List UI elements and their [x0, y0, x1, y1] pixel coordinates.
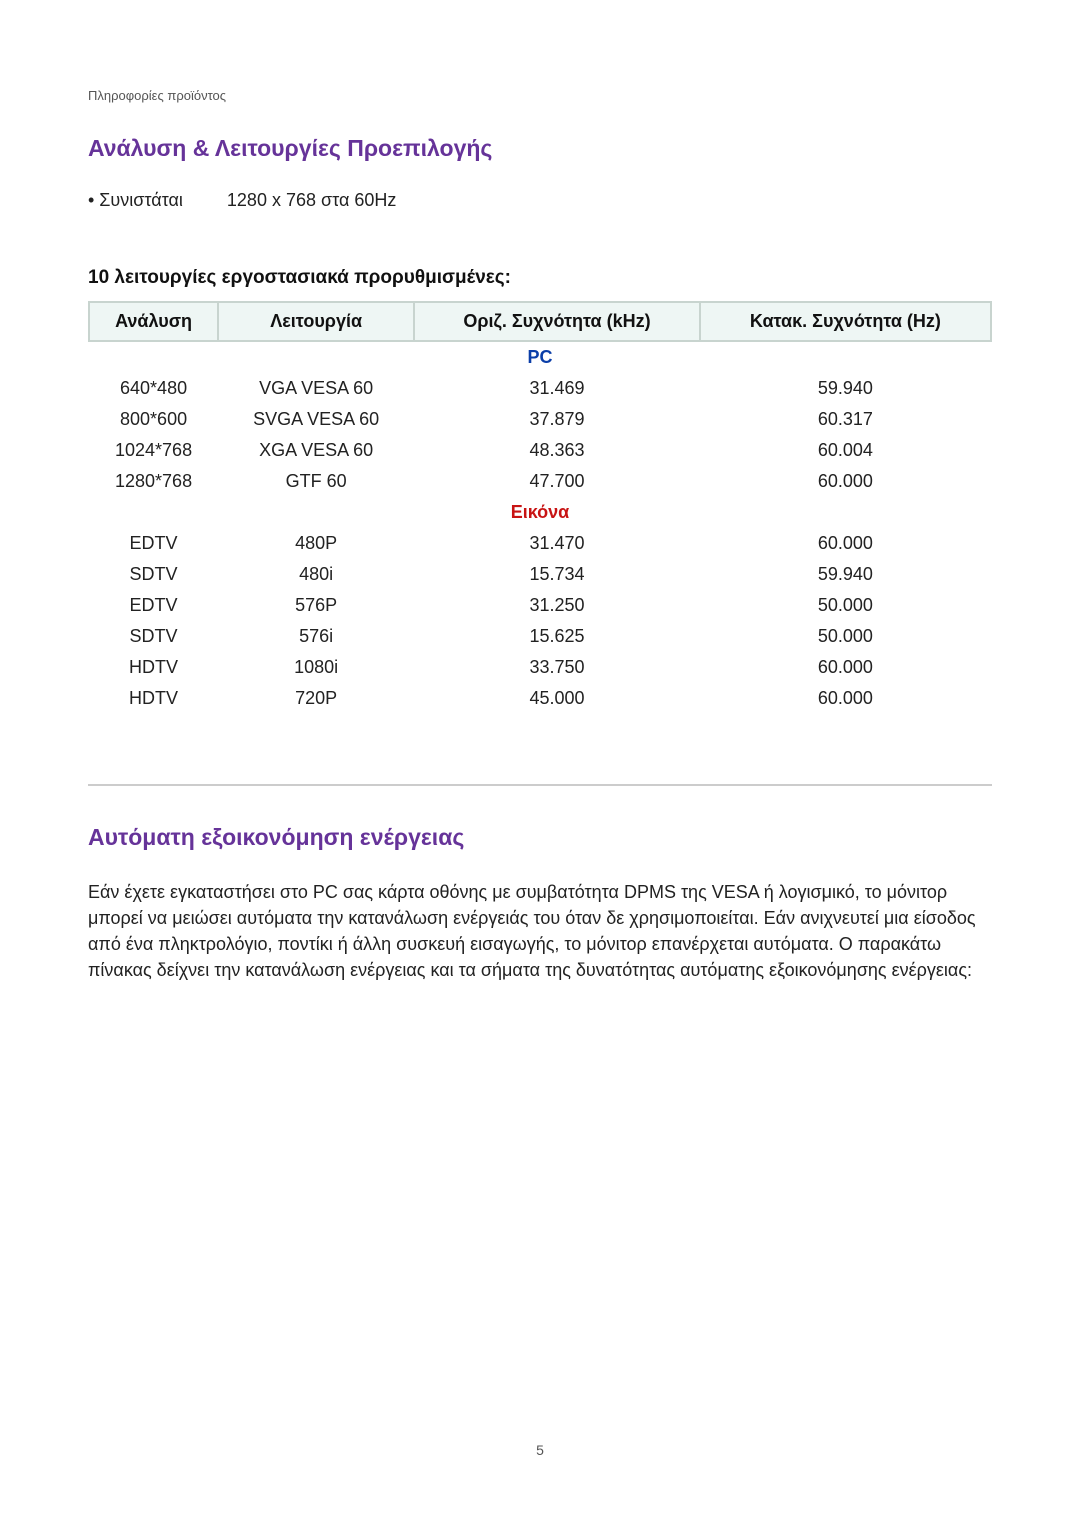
table-cell: 31.470	[414, 528, 700, 559]
table-cell: 720P	[218, 683, 414, 714]
table-cell: 800*600	[89, 404, 218, 435]
table-cell: 59.940	[700, 373, 991, 404]
table-cell: 47.700	[414, 466, 700, 497]
preset-modes-table: Ανάλυση Λειτουργία Οριζ. Συχνότητα (kHz)…	[88, 301, 992, 714]
section-divider	[88, 784, 992, 786]
table-cell: GTF 60	[218, 466, 414, 497]
table-cell: 60.004	[700, 435, 991, 466]
group-label-cell: PC	[89, 341, 991, 373]
table-cell: EDTV	[89, 528, 218, 559]
table-row: HDTV1080i33.75060.000	[89, 652, 991, 683]
table-row: EDTV576P31.25050.000	[89, 590, 991, 621]
table-cell: XGA VESA 60	[218, 435, 414, 466]
power-save-paragraph: Εάν έχετε εγκαταστήσει στο PC σας κάρτα …	[88, 879, 992, 983]
group-label-cell: Εικόνα	[89, 497, 991, 528]
table-cell: 60.000	[700, 652, 991, 683]
table-row: EDTV480P31.47060.000	[89, 528, 991, 559]
table-cell: 15.625	[414, 621, 700, 652]
breadcrumb: Πληροφορίες προϊόντος	[88, 88, 992, 103]
table-cell: 45.000	[414, 683, 700, 714]
page-number: 5	[0, 1442, 1080, 1458]
table-header-row: Ανάλυση Λειτουργία Οριζ. Συχνότητα (kHz)…	[89, 302, 991, 341]
table-cell: 31.469	[414, 373, 700, 404]
table-cell: HDTV	[89, 652, 218, 683]
table-cell: 576i	[218, 621, 414, 652]
table-cell: 60.000	[700, 683, 991, 714]
table-cell: 480i	[218, 559, 414, 590]
table-cell: 1280*768	[89, 466, 218, 497]
table-group-label: Εικόνα	[89, 497, 991, 528]
table-cell: 60.000	[700, 466, 991, 497]
table-cell: 1024*768	[89, 435, 218, 466]
table-row: 640*480VGA VESA 6031.46959.940	[89, 373, 991, 404]
table-cell: SDTV	[89, 559, 218, 590]
table-cell: HDTV	[89, 683, 218, 714]
section-title-power: Αυτόματη εξοικονόμηση ενέργειας	[88, 824, 992, 851]
table-cell: VGA VESA 60	[218, 373, 414, 404]
recommended-label: • Συνιστάται	[88, 190, 183, 211]
table-cell: 33.750	[414, 652, 700, 683]
col-hfreq: Οριζ. Συχνότητα (kHz)	[414, 302, 700, 341]
table-cell: 640*480	[89, 373, 218, 404]
col-mode: Λειτουργία	[218, 302, 414, 341]
table-row: SDTV480i15.73459.940	[89, 559, 991, 590]
table-row: HDTV720P45.00060.000	[89, 683, 991, 714]
table-cell: 37.879	[414, 404, 700, 435]
table-cell: 576P	[218, 590, 414, 621]
table-row: SDTV576i15.62550.000	[89, 621, 991, 652]
recommended-row: • Συνιστάται 1280 x 768 στα 60Hz	[88, 190, 992, 211]
table-caption: 10 λειτουργίες εργοστασιακά προρυθμισμέν…	[88, 267, 992, 289]
table-cell: 31.250	[414, 590, 700, 621]
section-title-resolution: Ανάλυση & Λειτουργίες Προεπιλογής	[88, 135, 992, 162]
table-cell: 50.000	[700, 590, 991, 621]
recommended-value: 1280 x 768 στα 60Hz	[227, 190, 396, 211]
table-cell: 480P	[218, 528, 414, 559]
table-cell: SVGA VESA 60	[218, 404, 414, 435]
table-cell: SDTV	[89, 621, 218, 652]
table-cell: 60.000	[700, 528, 991, 559]
table-row: 800*600SVGA VESA 6037.87960.317	[89, 404, 991, 435]
table-cell: 60.317	[700, 404, 991, 435]
table-cell: 48.363	[414, 435, 700, 466]
col-vfreq: Κατακ. Συχνότητα (Hz)	[700, 302, 991, 341]
table-cell: 1080i	[218, 652, 414, 683]
table-row: 1024*768XGA VESA 6048.36360.004	[89, 435, 991, 466]
table-cell: 15.734	[414, 559, 700, 590]
table-row: 1280*768GTF 6047.70060.000	[89, 466, 991, 497]
table-cell: 50.000	[700, 621, 991, 652]
table-cell: EDTV	[89, 590, 218, 621]
col-resolution: Ανάλυση	[89, 302, 218, 341]
table-group-label: PC	[89, 341, 991, 373]
table-cell: 59.940	[700, 559, 991, 590]
